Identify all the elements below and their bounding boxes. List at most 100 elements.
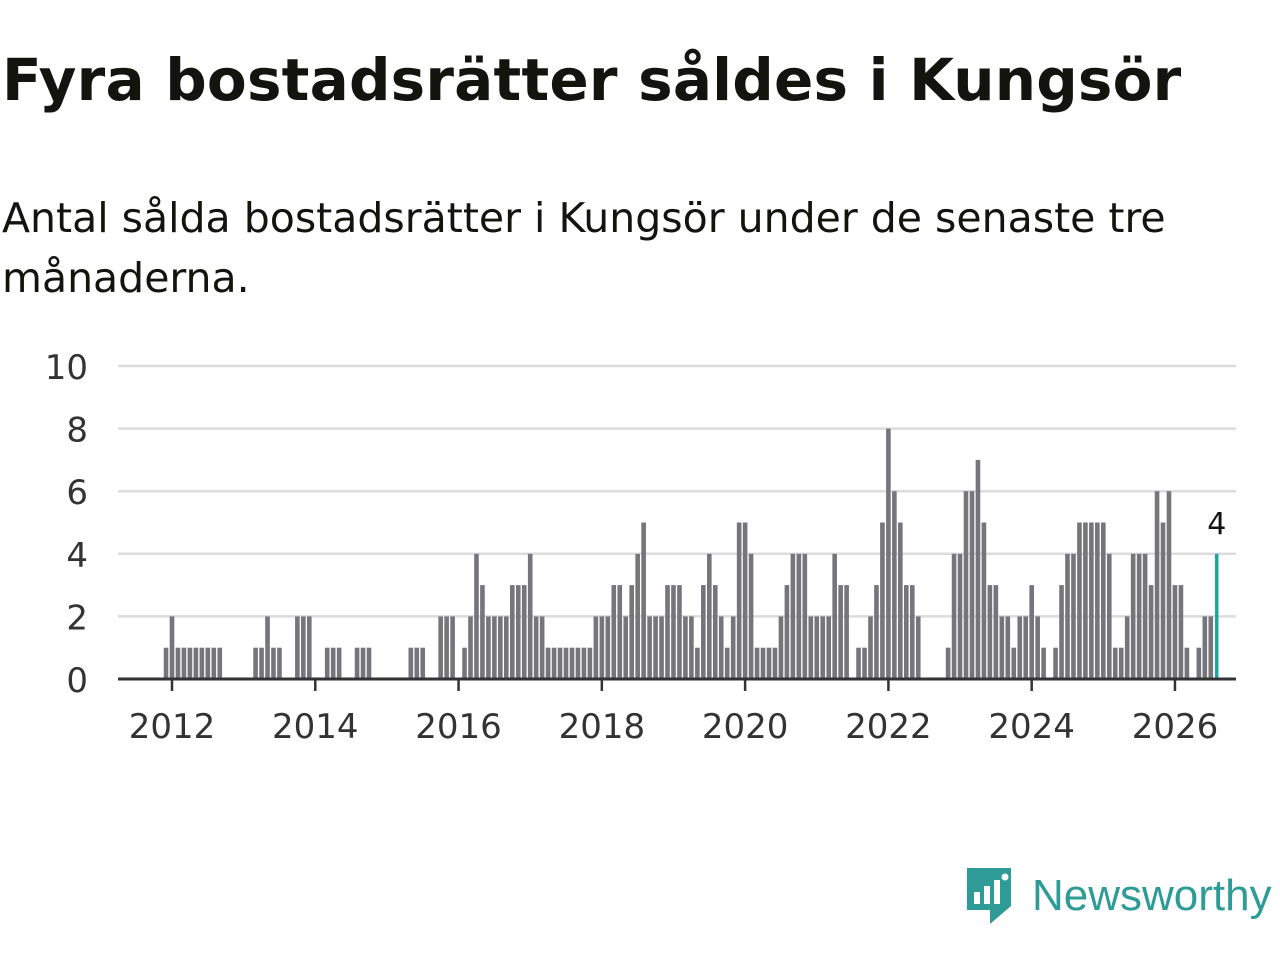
bar (957, 553, 963, 679)
bar (253, 647, 258, 679)
bar (569, 647, 575, 679)
bar (611, 585, 617, 679)
bar (504, 616, 509, 679)
bar (420, 647, 426, 679)
bar (868, 616, 873, 679)
bar (444, 616, 449, 679)
x-tick-label: 2026 (1132, 707, 1219, 747)
bar (856, 647, 861, 679)
bar (760, 647, 766, 679)
bar (993, 585, 999, 679)
bar (1053, 647, 1058, 679)
bar (307, 616, 312, 679)
bar (408, 647, 414, 679)
bar (874, 585, 879, 679)
bar (730, 616, 736, 679)
bar (635, 553, 640, 679)
bar (1011, 647, 1017, 679)
bar (193, 647, 199, 679)
bar (1017, 616, 1023, 679)
bar-series (163, 428, 1219, 679)
bar (981, 522, 987, 679)
y-tick-label: 0 (66, 661, 88, 701)
bar (563, 647, 569, 679)
bar (1196, 647, 1202, 679)
bar (527, 553, 533, 679)
bar (1029, 585, 1034, 679)
bar (1089, 522, 1094, 679)
bar (474, 553, 479, 679)
bar (551, 647, 557, 679)
bar (492, 616, 497, 679)
bar (1106, 553, 1112, 679)
bar (653, 616, 658, 679)
bar (450, 616, 455, 679)
x-tick-label: 2014 (272, 707, 359, 747)
bar (1142, 553, 1148, 679)
bar (163, 647, 169, 679)
bar (295, 616, 300, 679)
y-tick-label: 10 (45, 348, 88, 388)
y-tick-label: 4 (66, 536, 88, 576)
bar (277, 647, 282, 679)
bar (480, 585, 485, 679)
bar (360, 647, 366, 679)
bar (509, 585, 515, 679)
bar (754, 647, 760, 679)
newsworthy-logo-icon (967, 868, 1011, 924)
bar (462, 647, 467, 679)
bar (904, 585, 909, 679)
bar (1118, 647, 1124, 679)
bar (1178, 585, 1184, 679)
bar (557, 647, 563, 679)
bar (587, 647, 593, 679)
bar (265, 616, 270, 679)
bar (814, 616, 820, 679)
bar (414, 647, 420, 679)
bar (575, 647, 581, 679)
x-tick-label: 2016 (415, 707, 502, 747)
bar (892, 491, 897, 679)
bar (1101, 522, 1106, 679)
x-tick-label: 2020 (702, 707, 789, 747)
bar (987, 585, 993, 679)
bar (1035, 616, 1040, 679)
y-axis: 0 2 4 6 8 10 (45, 348, 88, 701)
bar (963, 491, 969, 679)
x-tick-label: 2022 (845, 707, 932, 747)
bar (1112, 647, 1118, 679)
bar (844, 585, 849, 679)
bar (677, 585, 682, 679)
y-tick-label: 8 (66, 411, 88, 451)
bar (1083, 522, 1088, 679)
brand-name: Newsworthy (1032, 871, 1272, 920)
bar (468, 616, 473, 679)
bar (1005, 616, 1011, 679)
bar (1095, 522, 1100, 679)
bar (617, 585, 623, 679)
bar (808, 616, 814, 679)
bar (1166, 491, 1172, 679)
bar (915, 616, 921, 679)
newsworthy-logo: Newsworthy (964, 866, 1272, 926)
bar (969, 491, 975, 679)
x-tick-label: 2018 (559, 707, 646, 747)
bar (718, 616, 724, 679)
bar (1059, 585, 1064, 679)
y-tick-label: 2 (66, 598, 88, 638)
bar (539, 616, 545, 679)
chart-subtitle: Antal sålda bostadsrätter i Kungsör unde… (2, 194, 1166, 302)
highlight-value-label: 4 (1207, 507, 1226, 542)
bar (796, 553, 802, 679)
gridlines (118, 364, 1236, 618)
bar (712, 585, 718, 679)
bar (217, 647, 223, 679)
bar (205, 647, 211, 679)
bar (187, 647, 193, 679)
bar (330, 647, 336, 679)
page-title: Fyra bostadsrätter såldes i Kungsör (2, 46, 1182, 114)
bar (1184, 647, 1190, 679)
bar (683, 616, 688, 679)
bar (802, 553, 808, 679)
bar (689, 616, 694, 679)
